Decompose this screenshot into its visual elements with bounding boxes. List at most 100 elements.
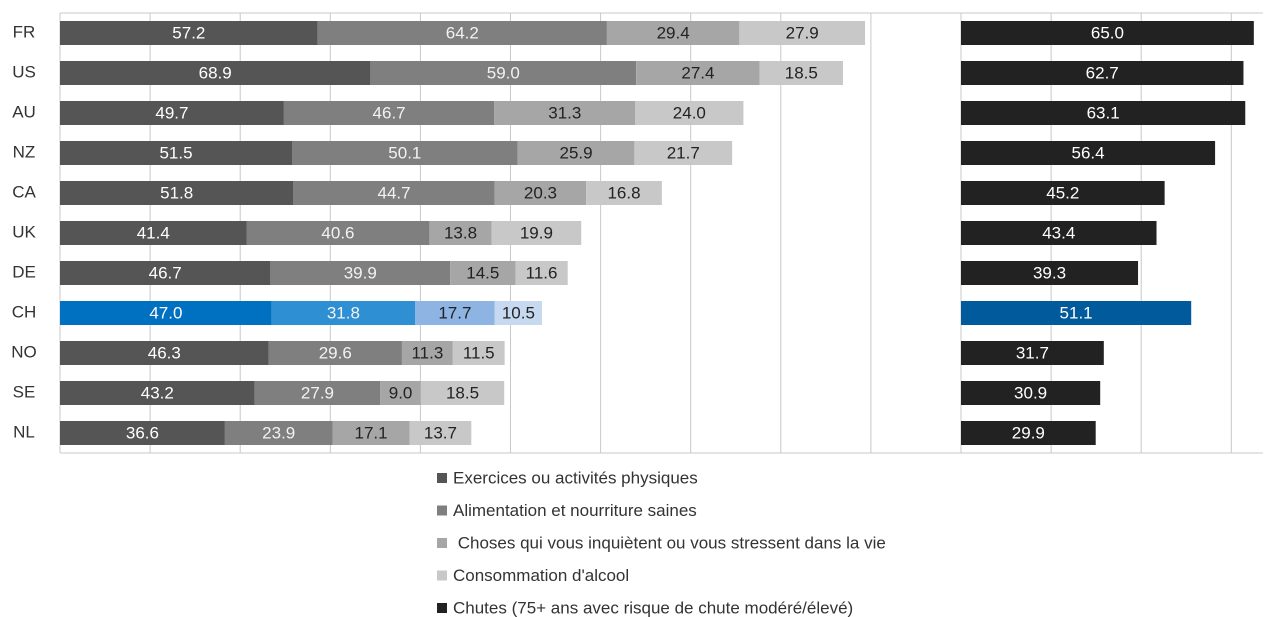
legend-swatch <box>437 538 447 548</box>
legend-label: Exercices ou activités physiques <box>453 468 698 487</box>
bar-segment <box>961 21 1254 45</box>
value-label: 21.7 <box>667 143 700 162</box>
bar-segment <box>606 21 740 45</box>
bar-segment <box>739 21 866 45</box>
bar-segment <box>60 261 271 285</box>
bar-segment <box>429 221 492 245</box>
value-label: 11.6 <box>526 263 558 282</box>
value-label: 62.7 <box>1086 63 1119 82</box>
value-label: 13.7 <box>424 423 457 442</box>
bar-segment <box>60 341 269 365</box>
value-label: 31.7 <box>1016 343 1049 362</box>
category-label: NL <box>13 422 35 441</box>
bar-segment <box>268 341 402 365</box>
bar-segment <box>60 101 284 125</box>
bar-segment <box>409 421 472 445</box>
legend-swatch <box>437 505 447 516</box>
bar-segment <box>636 61 760 85</box>
bar-segment <box>270 261 451 285</box>
value-label: 13.8 <box>444 223 477 242</box>
bar-segment <box>961 261 1139 285</box>
bar-segment <box>450 261 516 285</box>
bar-segment <box>283 101 495 125</box>
bar-segment <box>332 421 410 445</box>
value-label: 18.5 <box>785 63 818 82</box>
bar-segment <box>380 381 421 405</box>
bar-segment <box>961 341 1104 365</box>
value-label: 16.8 <box>607 183 640 202</box>
value-label: 11.3 <box>411 343 443 362</box>
bar-segment <box>420 381 505 405</box>
legend-label: Consommation d'alcool <box>453 566 629 585</box>
value-label: 10.5 <box>502 303 535 322</box>
value-label: 20.3 <box>524 183 557 202</box>
legend-label: Alimentation et nourriture saines <box>453 501 697 520</box>
bar-segment <box>961 61 1244 85</box>
value-label: 59.0 <box>487 63 520 82</box>
value-label: 27.4 <box>681 63 714 82</box>
value-label: 49.7 <box>155 103 188 122</box>
value-label: 27.9 <box>301 383 334 402</box>
bar-segment <box>292 141 518 165</box>
bar-segment <box>961 101 1246 125</box>
bar-segment <box>60 301 272 325</box>
bar-segment <box>961 141 1216 165</box>
category-label: NZ <box>13 142 36 161</box>
bar-segment <box>317 21 607 45</box>
legend-label: Choses qui vous inquiètent ou vous stres… <box>453 533 886 552</box>
bar-segment <box>414 301 495 325</box>
value-label: 39.3 <box>1033 263 1066 282</box>
value-label: 11.5 <box>463 343 495 362</box>
bar-segment <box>494 101 636 125</box>
bar-segment <box>635 101 744 125</box>
category-label: FR <box>13 22 36 41</box>
category-label: DE <box>12 262 36 281</box>
bar-segment <box>517 141 635 165</box>
value-label: 41.4 <box>137 223 170 242</box>
category-label: UK <box>12 222 36 241</box>
bar-segment <box>586 181 662 205</box>
value-label: 51.5 <box>159 143 192 162</box>
value-label: 36.6 <box>126 423 159 442</box>
category-label: US <box>12 62 36 81</box>
bar-segment <box>224 421 333 445</box>
bar-segment <box>60 141 293 165</box>
bar-segment <box>961 421 1096 445</box>
value-label: 31.8 <box>327 303 360 322</box>
value-label: 64.2 <box>446 23 479 42</box>
bar-segment <box>370 61 637 85</box>
bar-segment <box>60 61 371 85</box>
bar-segment <box>60 381 255 405</box>
bar-segment <box>60 181 294 205</box>
value-label: 30.9 <box>1014 383 1047 402</box>
bar-segment <box>60 221 247 245</box>
value-label: 43.2 <box>141 383 174 402</box>
bar-segment <box>246 221 430 245</box>
value-label: 23.9 <box>262 423 295 442</box>
bar-segment <box>491 221 582 245</box>
value-label: 24.0 <box>673 103 706 122</box>
value-label: 47.0 <box>149 303 182 322</box>
value-label: 46.3 <box>148 343 181 362</box>
value-label: 39.9 <box>344 263 377 282</box>
legend-swatch <box>437 603 447 613</box>
bar-segment <box>60 421 225 445</box>
value-label: 51.1 <box>1060 303 1093 322</box>
category-label: NO <box>11 342 37 361</box>
bar-segment <box>494 181 587 205</box>
value-label: 51.8 <box>160 183 193 202</box>
bar-segment <box>271 301 415 325</box>
value-label: 29.6 <box>319 343 352 362</box>
bar-segment <box>452 341 505 365</box>
value-label: 17.7 <box>438 303 471 322</box>
value-label: 45.2 <box>1046 183 1079 202</box>
bar-segment <box>961 301 1192 325</box>
value-label: 29.4 <box>657 23 690 42</box>
value-label: 44.7 <box>377 183 410 202</box>
bar-segment <box>254 381 381 405</box>
value-label: 57.2 <box>172 23 205 42</box>
category-label: CH <box>12 302 37 321</box>
category-label: CA <box>12 182 36 201</box>
bar-segment <box>494 301 543 325</box>
